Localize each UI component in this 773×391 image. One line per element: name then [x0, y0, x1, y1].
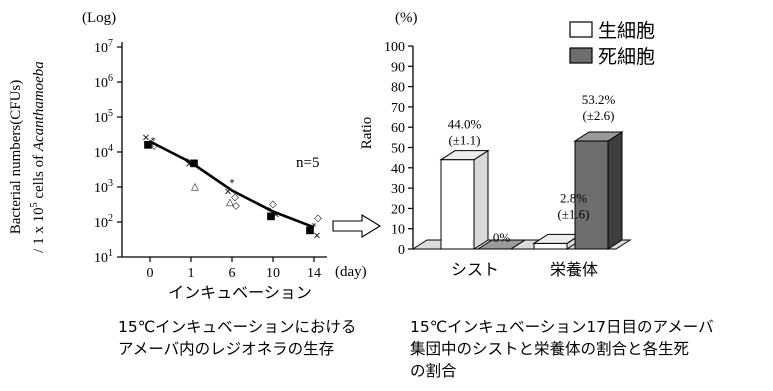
- legend-swatch: [569, 21, 593, 38]
- right-y-tick-label: 80: [391, 81, 405, 96]
- bar-sd-label: (±2.6): [582, 108, 614, 123]
- data-marker: ◇: [150, 140, 158, 151]
- right-y-axis-title: Ratio: [359, 117, 375, 150]
- data-marker: ■: [143, 139, 152, 150]
- bar-sd-label: (±1.1): [448, 133, 480, 148]
- legend-swatch: [569, 47, 593, 64]
- left-y-tick-label: 102: [94, 213, 113, 231]
- left-x-ticks: 0 1 6 10 14: [147, 257, 321, 281]
- live-cell-bar: [439, 149, 490, 250]
- right-y-tick-label: 50: [391, 142, 405, 157]
- data-markers: × *■◇△* ■×△ *×◇△◇ ◇* ×■ ◇*■×: [142, 132, 322, 241]
- bar-sd-label: (±1.6): [557, 206, 589, 221]
- bar-value-label: 44.0%: [448, 117, 482, 132]
- data-marker: ◇: [232, 201, 240, 212]
- data-marker: ×: [185, 159, 193, 170]
- survival-chart: (Log) Bacterial numbers(CFUs) / 1 x 105 …: [8, 10, 367, 302]
- right-caption-line3: の割合: [410, 362, 457, 380]
- left-y-tick-label: 105: [94, 108, 113, 126]
- left-y-tick-label: 101: [94, 248, 113, 266]
- bar-value-label: 53.2%: [582, 92, 616, 107]
- ylabel-organism: Acanthamoeba: [31, 61, 47, 152]
- data-marker: *: [230, 178, 235, 189]
- data-marker: ×: [272, 209, 280, 220]
- legend-label: 生細胞: [598, 20, 655, 42]
- data-marker: ◇: [314, 213, 322, 224]
- category-label: 栄養体: [550, 260, 598, 279]
- data-marker: *: [185, 157, 190, 168]
- dead-cell-bar-side: [607, 131, 623, 250]
- right-y-tick-label: 40: [391, 162, 405, 177]
- left-x-tick-label: 6: [229, 266, 236, 281]
- left-x-tick-label: 0: [147, 266, 154, 281]
- left-caption-line2: アメーバ内のレジオネラの生存: [118, 340, 335, 358]
- dead-cell-bar: [476, 239, 527, 250]
- data-marker: *: [267, 206, 272, 217]
- left-y-axis-title-line1: Bacterial numbers(CFUs): [8, 80, 24, 235]
- right-y-tick-label: 30: [391, 182, 405, 197]
- legend-label: 死細胞: [598, 46, 655, 68]
- left-y-axis-title-line2: / 1 x 105 cells of Acanthamoeba: [29, 61, 47, 253]
- live-cell-bar-side: [473, 149, 489, 250]
- bar-value-labels: 44.0%(±1.1) 2.8%(±1.6) 0% 53.2%(±2.6): [448, 92, 616, 245]
- right-y-tick-label: 100: [384, 40, 405, 55]
- ylabel-prefix: / 1 x 10: [31, 207, 47, 252]
- right-caption-line1: 15℃インキュベーション17日目のアメーバ: [410, 318, 714, 336]
- live-cell-bar-front: [440, 159, 475, 250]
- left-y-tick-label: 106: [94, 73, 113, 91]
- left-x-axis-title: インキュベーション: [168, 283, 312, 302]
- right-y-tick-label: 10: [391, 223, 405, 238]
- right-y-tick-label: 0: [398, 243, 405, 258]
- connector-arrow: [332, 214, 382, 238]
- sample-size-annotation: n=5: [296, 155, 319, 171]
- left-y-tick-label: 104: [94, 143, 113, 161]
- live-cell-bar-front: [533, 242, 568, 250]
- right-y-tick-label: 70: [391, 101, 405, 116]
- left-y-unit-label: (Log): [82, 10, 116, 26]
- left-caption: 15℃インキュベーションにおける アメーバ内のレジオネラの生存: [118, 316, 356, 360]
- left-x-unit-label: (day): [335, 264, 367, 280]
- right-y-tick-label: 90: [391, 60, 405, 75]
- data-marker: △: [191, 181, 199, 192]
- right-y-tick-label: 20: [391, 202, 405, 217]
- data-marker: ×: [142, 132, 150, 143]
- bar-value-label: 0%: [493, 230, 511, 245]
- dead-cell-bar-top: [573, 131, 624, 142]
- right-y-ticks: 0 10 20 30 40 50 60 70 80 90 100: [384, 40, 413, 258]
- left-y-tick-label: 103: [94, 178, 113, 196]
- data-marker: ×: [224, 187, 232, 198]
- left-y-tick-label: 107: [94, 38, 113, 56]
- left-caption-line1: 15℃インキュベーションにおける: [118, 318, 357, 336]
- data-marker: △: [226, 197, 234, 208]
- data-marker: ■: [266, 211, 275, 222]
- right-y-unit-label: (%): [395, 10, 418, 26]
- category-label: シスト: [451, 260, 499, 279]
- data-marker: ◇: [231, 192, 239, 203]
- data-marker: *: [151, 136, 156, 147]
- dead-cell-bar-front: [574, 140, 609, 250]
- left-y-ticks: 101 102 103 104 105 106 107: [94, 38, 122, 266]
- data-marker: ×: [313, 230, 321, 241]
- bars: [439, 131, 624, 250]
- ylabel-superscript: 5: [29, 202, 40, 207]
- right-caption: 15℃インキュベーション17日目のアメーバ 集団中のシストと栄養体の割合と各生死…: [410, 316, 714, 382]
- left-x-tick-label: 10: [266, 266, 280, 281]
- data-marker: ◇: [269, 199, 277, 210]
- bar-value-label: 2.8%: [560, 190, 587, 205]
- dead-cell-bar: [573, 131, 624, 250]
- left-x-tick-label: 1: [188, 266, 195, 281]
- data-marker: △: [146, 138, 154, 149]
- left-x-tick-label: 14: [307, 266, 321, 281]
- trend-line: [149, 140, 315, 229]
- right-y-tick-label: 60: [391, 121, 405, 136]
- data-marker: ■: [305, 225, 314, 236]
- dead-cell-bar-top: [476, 239, 527, 250]
- live-cell-bar-top: [439, 150, 490, 161]
- ylabel-middle: cells of: [31, 151, 47, 202]
- right-caption-line2: 集団中のシストと栄養体の割合と各生死: [410, 340, 690, 358]
- category-labels: シスト 栄養体: [451, 260, 598, 279]
